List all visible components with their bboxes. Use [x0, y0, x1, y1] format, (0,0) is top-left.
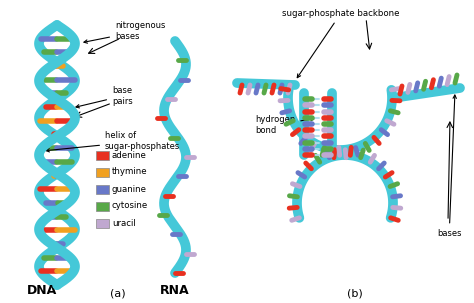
Text: RNA: RNA	[160, 284, 190, 297]
Text: base
pairs: base pairs	[76, 86, 133, 108]
Text: thymine: thymine	[112, 168, 147, 177]
Text: nitrogenous
bases: nitrogenous bases	[84, 21, 165, 43]
Text: cytosine: cytosine	[112, 201, 148, 211]
Text: guanine: guanine	[112, 185, 147, 194]
Text: (a): (a)	[110, 289, 126, 299]
FancyBboxPatch shape	[96, 168, 109, 177]
FancyBboxPatch shape	[96, 185, 109, 194]
Text: hydrogen
bond: hydrogen bond	[255, 115, 314, 135]
FancyBboxPatch shape	[96, 151, 109, 159]
Text: sugar-phosphate backbone: sugar-phosphate backbone	[282, 9, 400, 78]
Text: helix of
sugar-phosphates: helix of sugar-phosphates	[46, 131, 180, 152]
Text: (b): (b)	[347, 289, 363, 299]
Text: uracil: uracil	[112, 218, 136, 228]
Text: DNA: DNA	[27, 284, 57, 297]
FancyBboxPatch shape	[96, 218, 109, 228]
Text: adenine: adenine	[112, 151, 147, 159]
Text: bases: bases	[437, 95, 462, 238]
FancyBboxPatch shape	[96, 201, 109, 211]
